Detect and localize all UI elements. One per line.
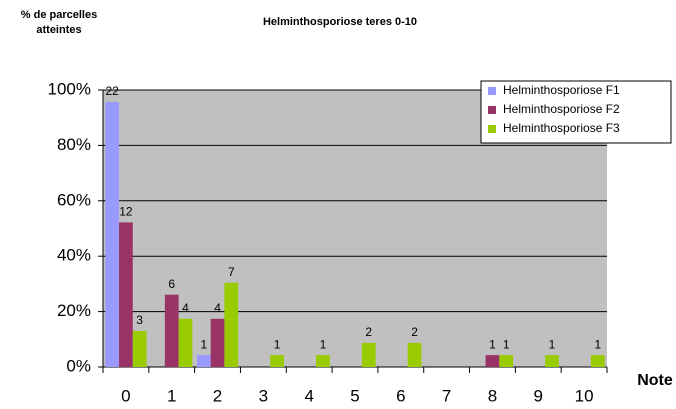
legend-swatch [488,106,496,114]
data-label: 1 [594,337,601,351]
bar [105,101,120,367]
data-label: 4 [182,301,189,315]
data-label: 1 [200,337,207,351]
data-label: 1 [549,337,556,351]
legend-label: Helminthosporiose F3 [503,121,620,135]
y-tick-label: 100% [48,79,91,98]
bar [361,342,376,367]
x-tick-label: 0 [121,386,130,405]
bar [270,355,284,367]
x-tick-label: 5 [350,386,359,405]
x-axis-label: Note [637,372,673,389]
legend-swatch [488,125,496,133]
chart-title: Helminthosporiose teres 0-10 [263,16,417,28]
legend-label: Helminthosporiose F1 [503,83,620,97]
x-tick-label: 8 [488,386,497,405]
bar [485,355,500,367]
bar [590,355,605,367]
bar [499,355,514,367]
legend-box [480,80,672,144]
data-label: 1 [503,337,510,351]
data-label: 7 [228,265,235,279]
data-label: 4 [214,301,221,315]
bar [224,282,239,367]
data-label: 12 [119,205,133,219]
y-tick-label: 60% [57,190,91,209]
legend-swatch [488,87,496,95]
bar [119,222,133,367]
bar [210,318,225,367]
x-tick-label: 1 [167,386,176,405]
bar [545,355,559,367]
data-label: 2 [365,325,372,339]
data-label: 3 [136,313,143,327]
y-tick-label: 20% [57,301,91,320]
data-label: 22 [105,84,119,98]
data-label: 6 [168,277,175,291]
data-label: 1 [489,337,496,351]
legend-label: Helminthosporiose F2 [503,102,620,116]
data-label: 1 [320,337,327,351]
x-tick-label: 3 [259,386,268,405]
x-tick-label: 2 [213,386,222,405]
bar [132,330,147,367]
y-tick-label: 40% [57,246,91,265]
x-tick-label: 9 [534,386,543,405]
y-axis-label: % de parcelles atteintes [20,9,98,36]
x-tick-label: 4 [304,386,313,405]
bar [164,294,179,367]
data-label: 2 [411,325,418,339]
y-tick-label: 0% [66,356,91,375]
bar [178,318,193,367]
bar [316,355,330,367]
x-tick-label: 6 [396,386,405,405]
bar [196,355,211,367]
x-tick-label: 7 [442,386,451,405]
y-tick-label: 80% [57,135,91,154]
bar [407,342,422,367]
x-tick-label: 10 [575,386,594,405]
data-label: 1 [274,337,281,351]
